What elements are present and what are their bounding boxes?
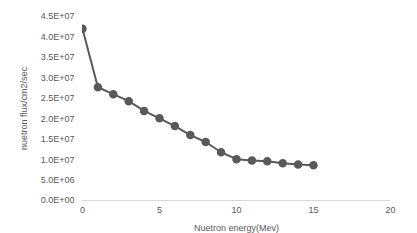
svg-text:20: 20: [385, 205, 395, 215]
svg-text:4.0E+07: 4.0E+07: [41, 32, 75, 42]
svg-text:Nuetron energy(Mev): Nuetron energy(Mev): [194, 223, 279, 233]
svg-text:1.5E+07: 1.5E+07: [41, 134, 75, 144]
svg-text:5: 5: [157, 205, 162, 215]
svg-text:15: 15: [308, 205, 318, 215]
svg-text:4.5E+07: 4.5E+07: [41, 11, 75, 21]
svg-text:10: 10: [231, 205, 241, 215]
svg-text:2.0E+07: 2.0E+07: [41, 114, 75, 124]
svg-text:2.5E+07: 2.5E+07: [41, 93, 75, 103]
svg-text:0.0E+00: 0.0E+00: [41, 195, 75, 205]
svg-text:1.0E+07: 1.0E+07: [41, 154, 75, 164]
svg-text:0: 0: [80, 205, 85, 215]
svg-text:3.0E+07: 3.0E+07: [41, 73, 75, 83]
svg-text:3.5E+07: 3.5E+07: [41, 52, 75, 62]
svg-text:nuetron flux/cm2/sec: nuetron flux/cm2/sec: [19, 66, 29, 150]
svg-text:5.0E+06: 5.0E+06: [41, 175, 75, 185]
